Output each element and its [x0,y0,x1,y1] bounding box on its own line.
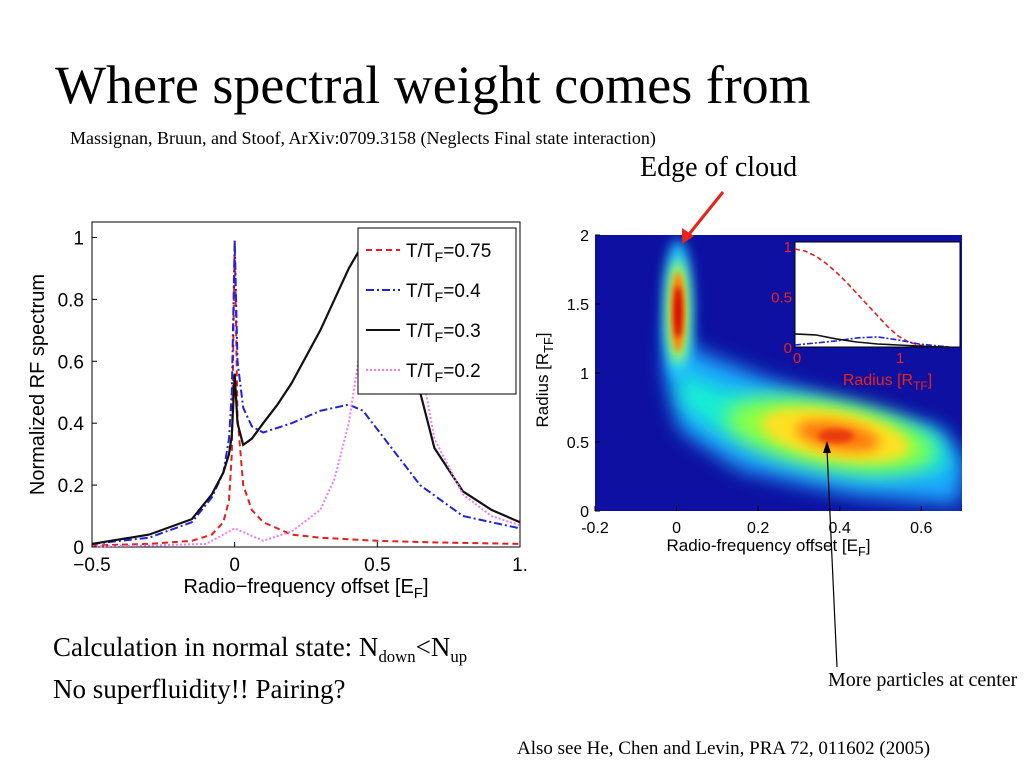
footer-reference: Also see He, Chen and Levin, PRA 72, 011… [517,738,931,759]
y-tick-label-5: 1 [73,228,84,249]
y-tick-label-1: 0.2 [58,476,84,497]
heatmap-x-tick-label-1: 0 [672,520,681,537]
y-tick-label-2: 0.4 [58,414,85,435]
body-line1-mid: <N [415,632,451,662]
edge-of-cloud-label: Edge of cloud [640,152,798,183]
series-line-3 [91,235,521,548]
x-axis-label: Radio−frequency offset [EF] [183,576,428,602]
legend-box [357,227,517,395]
body-line1-prefix: Calculation in normal state: N [53,632,379,662]
heatmap-x-axis-label: Radio-frequency offset [EF] [666,536,870,559]
legend-label-1: T/TF=0.4 [406,281,481,306]
rf-spectrum-chart: −0.5 0 0.5 1.00.20.40.60.81Radio−frequency … [27,221,528,602]
edge-arrow [682,191,725,244]
edge-arrow-shaft [684,191,725,239]
y-tick-label-0: 0 [73,538,84,559]
legend-label-0: T/TF=0.75 [406,241,491,266]
inset-x-tick-label-0: 0 [793,350,801,367]
center-arrow [823,441,838,668]
heatmap-y-tick-label-1: 0.5 [567,435,589,452]
x-tick-label-2: 0.5 [364,555,390,576]
heatmap-x-tick-label-4: 0.6 [910,520,932,537]
inset-x-axis-label: Radius [RTF] [843,372,932,393]
heatmap-y-tick-label-2: 1 [580,366,589,383]
center-arrow-shaft [826,448,838,668]
body-line-pairing: No superfluidity!! Pairing? [53,674,346,704]
slide-title: Where spectral weight comes from [55,55,811,115]
heatmap-blob-core [818,429,854,443]
citation-text: Massignan, Bruun, and Stoof, ArXiv:0709.… [70,128,656,148]
series-line-1 [91,240,521,545]
series-line-0 [91,240,521,547]
heatmap-y-tick-label-3: 1.5 [567,297,589,314]
legend-label-2: T/TF=0.3 [406,321,481,346]
body-line-normal-state: Calculation in normal state: Ndown<Nup [53,632,467,667]
inset-y-tick-label-1: 0.5 [771,290,792,307]
heatmap-y-tick-label-4: 2 [580,228,589,245]
y-tick-label-3: 0.6 [58,352,84,373]
inset-series-line-2 [794,333,950,348]
inset-frame [794,241,961,348]
inset-y-tick-label-2: 1 [784,239,792,256]
inset-y-tick-label-0: 0 [784,340,792,357]
legend-label-3: T/TF=0.2 [406,361,481,386]
heatmap-column-core [674,286,682,338]
body-line1-sub-down: down [378,646,416,666]
inset-x-tick-label-1: 1 [896,350,904,367]
more-particles-label: More particles at center [828,669,1018,691]
x-tick-label-0: −0.5 [73,555,111,576]
heatmap-x-tick-label-0: -0.2 [581,520,609,537]
heatmap-x-tick-label-3: 0.4 [829,520,851,537]
heatmap-x-tick-label-2: 0.2 [747,520,769,537]
center-arrow-head [823,441,831,453]
edge-arrow-head [682,228,694,244]
heatmap-field [663,240,962,505]
inset-series-line-1 [794,336,950,348]
heatmap-y-tick-label-0: 0 [580,504,589,521]
x-tick-label-1: 0 [229,555,240,576]
x-tick-label-3: 1. [512,555,528,576]
body-line1-sub-up: up [450,646,468,666]
y-tick-label-4: 0.8 [58,290,84,311]
y-axis-label: Normalized RF spectrum [27,274,49,495]
heatmap-y-axis-label: Radius [RTF] [533,333,556,428]
